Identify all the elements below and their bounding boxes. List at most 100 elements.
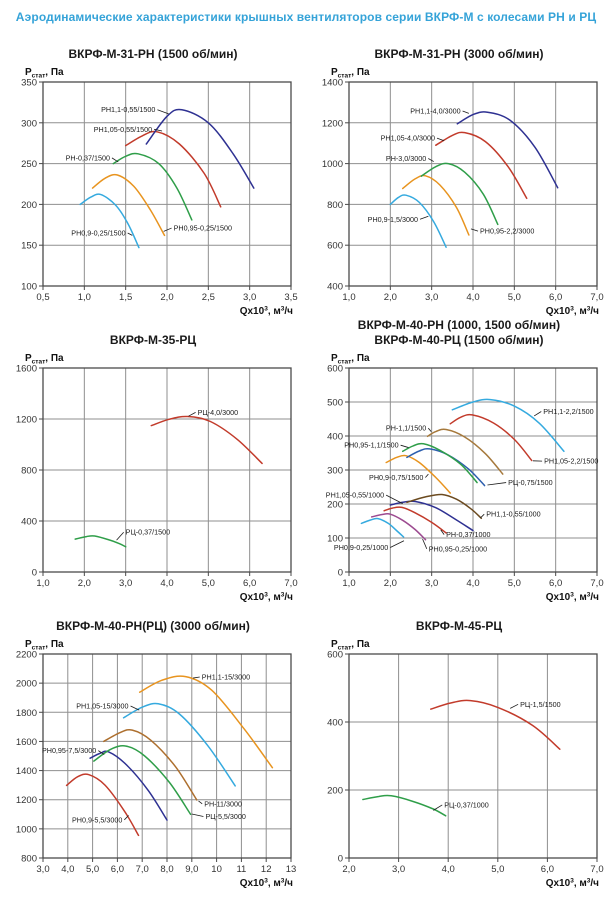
chart-canvas: 1,0 2,0 3,0 4,0 5,0 6,0 7,0 0 100 200 300 400 500 600…: [326, 353, 604, 604]
label-leader-line: [98, 750, 105, 755]
label-leader-line: [385, 494, 403, 505]
series-curve: [389, 500, 474, 532]
chart-title: ВКРФ-М-40-РН (1000, 1500 об/мин) ВКРФ-М-…: [358, 318, 560, 348]
y-tick-label: 200: [327, 786, 343, 797]
x-tick-label: 2,0: [78, 578, 91, 589]
label-leader-line: [188, 412, 196, 417]
y-tick-label: 800: [21, 466, 37, 477]
x-tick-label: 3,0: [36, 864, 49, 875]
series-curve: [389, 194, 447, 248]
label-leader-line: [436, 137, 445, 142]
x-tick-label: 7,0: [590, 864, 603, 875]
y-tick-label: 350: [21, 78, 37, 89]
curve-label: РН1,05-2,2/1500: [544, 457, 598, 466]
series-curve: [451, 398, 565, 453]
y-axis-label: Pстат, Па: [25, 67, 64, 80]
label-leader-line: [116, 531, 124, 541]
curve-label: РЦ-4,0/3000: [198, 408, 238, 417]
curve-label: РН1,1-4,0/3000: [410, 106, 460, 115]
curve-label: РН1,1-0,55/1000: [486, 510, 540, 519]
x-axis-label: Qx103, м3/ч: [546, 592, 599, 604]
chart-vkrf-m-35-rc: ВКРФ-М-35-РЦ 1,0 2,0 3,0 4,0 5,0 6,0 7,0 0 400 80…: [0, 318, 306, 604]
chart-title-line: ВКРФ-М-40-РН (1000, 1500 об/мин): [357, 318, 561, 332]
y-tick-label: 100: [21, 282, 37, 293]
y-tick-label: 250: [21, 159, 37, 170]
y-axis-label: Pстат, Па: [25, 639, 64, 652]
chart-title-line: ВКРФ-М-40-РН(РЦ) (3000 об/мин): [56, 619, 250, 633]
x-tick-label: 1,5: [119, 292, 132, 303]
series-curve: [112, 152, 193, 221]
label-leader-line: [192, 676, 200, 679]
y-tick-label: 500: [327, 398, 343, 409]
label-leader-line: [440, 529, 445, 535]
y-tick-label: 1400: [322, 78, 343, 89]
x-tick-label: 4,0: [466, 578, 479, 589]
series-curve: [385, 454, 452, 494]
plot-border: [348, 81, 598, 287]
y-tick-label: 800: [327, 200, 343, 211]
series-curve: [79, 193, 140, 249]
y-tick-label: 400: [21, 517, 37, 528]
label-leader-line: [130, 705, 140, 711]
curve-label: РЦ-0,37/1000: [444, 800, 488, 809]
x-tick-label: 5,0: [491, 864, 504, 875]
x-tick-label: 0,5: [36, 292, 49, 303]
y-axis-label: Pстат, Па: [331, 353, 370, 366]
label-leader-line: [428, 158, 434, 162]
label-leader-line: [419, 215, 429, 220]
y-tick-label: 150: [21, 241, 37, 252]
series-curve: [426, 428, 504, 475]
chart-canvas: 1,0 2,0 3,0 4,0 5,0 6,0 7,0 400 600 800 1000 1200 14…: [322, 67, 604, 317]
x-tick-label: 5,0: [508, 578, 521, 589]
curve-label: РН1,1-0,55/1500: [101, 105, 155, 114]
y-tick-label: 1400: [16, 766, 37, 777]
plot-border: [42, 81, 292, 287]
curve-label: РН0,95-0,25/1000: [429, 544, 487, 553]
y-tick-label: 1600: [16, 737, 37, 748]
x-axis-label: Qx103, м3/ч: [546, 878, 599, 890]
chart-title-line: ВКРФ-М-31-РН (1500 об/мин): [68, 47, 238, 61]
x-tick-label: 10: [211, 864, 222, 875]
curve-label: РН-0,37/1000: [446, 530, 490, 539]
chart-title-line: ВКРФ-М-35-РЦ: [109, 333, 197, 347]
x-tick-label: 1,0: [78, 292, 91, 303]
series-curve: [435, 131, 528, 200]
series-curve: [93, 745, 192, 816]
series-curve: [91, 173, 166, 237]
label-leader-line: [487, 482, 507, 486]
x-tick-label: 3,5: [284, 292, 297, 303]
x-tick-label: 3,0: [425, 292, 438, 303]
series-curve: [138, 675, 274, 769]
chart-title: ВКРФ-М-31-РН (1500 об/мин): [68, 32, 237, 62]
curve-label: РН0,9-1,5/3000: [368, 215, 418, 224]
series-curve: [122, 702, 236, 787]
x-tick-label: 3,0: [425, 578, 438, 589]
y-tick-label: 1200: [322, 118, 343, 129]
label-leader-line: [124, 815, 129, 821]
x-tick-label: 11: [236, 864, 246, 875]
curve-label: РЦ-1,5/1500: [520, 700, 560, 709]
chart-title-line2: ВКРФ-М-40-РЦ (1500 об/мин): [374, 333, 544, 347]
series-curve: [124, 130, 222, 208]
chart-title-line: ВКРФ-М-31-РН (3000 об/мин): [374, 47, 544, 61]
y-tick-label: 400: [327, 432, 343, 443]
chart-canvas: 1,0 2,0 3,0 4,0 5,0 6,0 7,0 0 400 800 1200 1600 РЦ-4…: [16, 353, 298, 603]
label-leader-line: [400, 444, 409, 448]
y-tick-label: 600: [327, 650, 343, 661]
charts-grid: ВКРФ-М-31-РН (1500 об/мин) 0,5 1,0 1,5 2,0 2…: [0, 32, 612, 890]
label-leader-line: [470, 228, 479, 232]
y-tick-label: 400: [327, 718, 343, 729]
y-tick-label: 200: [21, 200, 37, 211]
x-tick-label: 8,0: [160, 864, 173, 875]
series-curve: [360, 517, 405, 538]
label-leader-line: [191, 813, 204, 817]
x-tick-label: 7,0: [590, 292, 603, 303]
curve-label: РН-11/3000: [204, 799, 242, 808]
x-tick-label: 6,0: [549, 292, 562, 303]
series-curve: [145, 108, 255, 189]
x-tick-label: 5,0: [508, 292, 521, 303]
y-tick-label: 1600: [16, 364, 37, 375]
chart-title: ВКРФ-М-40-РН(РЦ) (3000 об/мин): [56, 604, 250, 634]
x-tick-label: 7,0: [284, 578, 297, 589]
plot-border: [348, 367, 598, 573]
